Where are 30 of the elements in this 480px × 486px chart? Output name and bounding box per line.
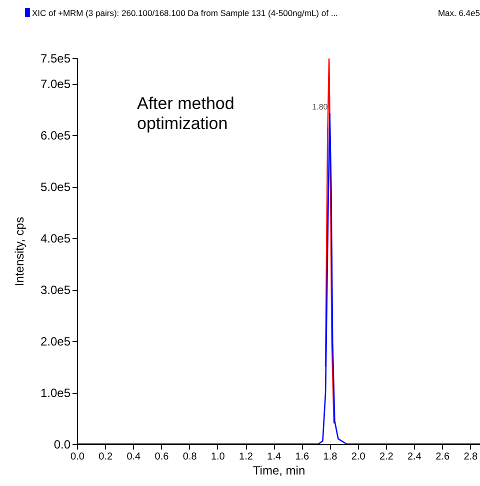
x-tick-label: 1.0 [210, 452, 226, 462]
annotation: After method optimization [137, 94, 234, 133]
x-tick-label: 0.2 [98, 452, 113, 462]
x-tick-label: 1.6 [295, 452, 310, 462]
text: Max. 6.4e5 [438, 8, 480, 18]
x-tick-label: 0.4 [126, 452, 142, 462]
y-tick-label: 0.0 [54, 438, 71, 452]
x-tick-label: 2.6 [436, 452, 450, 462]
x-tick-label: 2.4 [408, 452, 422, 462]
y-tick-label: 2.0e5 [40, 334, 71, 349]
y-axis-title: Intensity, cps [12, 216, 26, 286]
annotation: 1.80 [312, 102, 328, 112]
x-tick-label: 2.0 [351, 452, 366, 462]
y-tick-label: 1.0e5 [40, 386, 71, 400]
chart-title: XIC of +MRM (3 pairs): 260.100/168.100 Da from Sample 131 (4-500ng/mL) of ... [32, 8, 338, 18]
x-tick-label: 0.0 [70, 452, 85, 462]
y-tick-label: 7.5e5 [40, 52, 71, 66]
x-tick-label: 2.2 [379, 452, 394, 462]
x-tick-label: 1.4 [267, 452, 282, 462]
x-tick-label: 2.8 [464, 452, 478, 462]
y-tick-label: 4.0e5 [40, 232, 71, 246]
x-tick-label: 1.8 [323, 452, 338, 462]
y-tick-label: 3.0e5 [40, 283, 71, 298]
y-tick-label: 6.0e5 [40, 128, 71, 143]
x-tick-label: 0.8 [182, 452, 198, 462]
x-axis-title: Time, min [252, 464, 306, 478]
y-tick-label: 7.0e5 [40, 77, 71, 92]
y-tick-label: 5.0e5 [40, 180, 71, 194]
x-tick-label: 1.2 [239, 452, 254, 462]
x-tick-label: 0.6 [154, 452, 170, 462]
